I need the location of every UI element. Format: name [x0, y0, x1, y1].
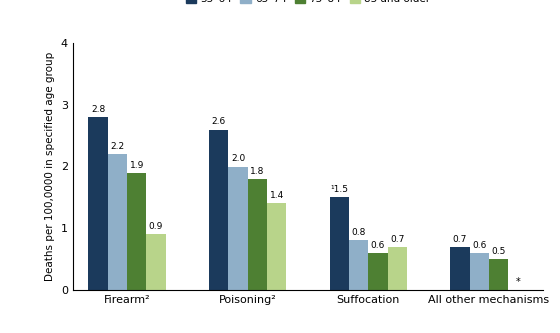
Bar — [489, 259, 508, 290]
Text: 2.8: 2.8 — [91, 105, 105, 114]
Text: 1.9: 1.9 — [129, 161, 144, 169]
Bar — [368, 253, 388, 290]
Bar — [108, 154, 127, 290]
Text: 0.8: 0.8 — [352, 228, 366, 237]
Bar — [330, 197, 349, 290]
Text: 2.2: 2.2 — [110, 142, 124, 151]
Text: 0.5: 0.5 — [491, 247, 506, 256]
Legend: 55–64, 65–74, 75–84, 85 and older: 55–64, 65–74, 75–84, 85 and older — [186, 0, 430, 4]
Text: 1.8: 1.8 — [250, 167, 264, 176]
Text: 2.0: 2.0 — [231, 155, 245, 164]
Text: 0.7: 0.7 — [453, 234, 467, 243]
Text: 0.9: 0.9 — [149, 222, 163, 231]
Text: 0.6: 0.6 — [472, 241, 487, 250]
Bar — [248, 179, 267, 290]
Bar — [228, 166, 248, 290]
Bar — [388, 246, 407, 290]
Text: *: * — [516, 277, 520, 287]
Text: 0.7: 0.7 — [390, 234, 404, 243]
Bar — [470, 253, 489, 290]
Text: 2.6: 2.6 — [212, 118, 226, 127]
Bar — [450, 246, 470, 290]
Bar — [127, 172, 146, 290]
Bar — [209, 130, 228, 290]
Bar — [88, 117, 108, 290]
Text: 0.6: 0.6 — [371, 241, 385, 250]
Text: 1.4: 1.4 — [269, 191, 284, 200]
Y-axis label: Deaths per 100,0000 in specified age group: Deaths per 100,0000 in specified age gro… — [45, 52, 55, 281]
Text: ¹1.5: ¹1.5 — [330, 185, 348, 194]
Bar — [349, 240, 368, 290]
Bar — [146, 234, 166, 290]
Bar — [267, 203, 286, 290]
